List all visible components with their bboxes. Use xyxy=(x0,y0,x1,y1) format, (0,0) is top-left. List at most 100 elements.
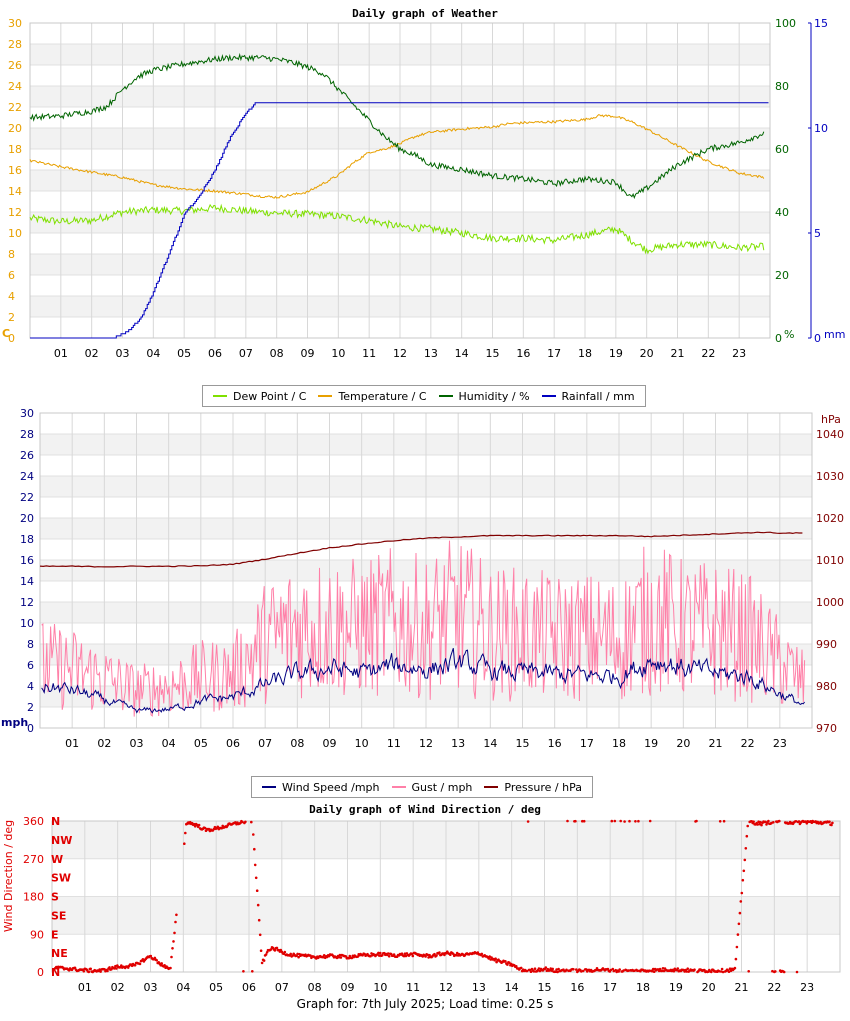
wind-direction-point xyxy=(141,958,145,961)
wind-dir-x-tick-label: 07 xyxy=(275,981,289,994)
compass-label: N xyxy=(51,815,60,828)
wind-direction-point xyxy=(738,911,742,915)
wind-direction-chart-title: Daily graph of Wind Direction / deg xyxy=(309,803,541,816)
wind-x-tick-label: 05 xyxy=(194,737,208,750)
wind-speed-tick-label: 8 xyxy=(27,638,34,651)
wind-direction-point xyxy=(581,819,584,823)
rainfall-tick-label: 15 xyxy=(814,17,828,30)
weather-x-tick-label: 14 xyxy=(455,347,469,360)
wind-direction-point xyxy=(538,969,542,973)
wind-direction-point xyxy=(606,967,610,971)
wind-speed-tick-label: 28 xyxy=(20,428,34,441)
weather-x-tick-label: 08 xyxy=(270,347,284,360)
series-rainfall xyxy=(30,102,769,339)
weather-x-tick-label: 17 xyxy=(547,347,561,360)
wind-direction-point xyxy=(435,954,438,957)
wind-speed-tick-label: 2 xyxy=(27,701,34,714)
wind-direction-point xyxy=(718,820,722,823)
wind-speed-tick-label: 14 xyxy=(20,575,34,588)
wind-x-tick-label: 23 xyxy=(773,737,787,750)
weather-x-tick-label: 23 xyxy=(732,347,746,360)
wind-direction-point xyxy=(402,954,406,958)
rainfall-tick-label: 5 xyxy=(814,227,821,240)
pressure-tick-label: 1040 xyxy=(816,428,844,441)
weather-x-tick-label: 02 xyxy=(85,347,99,360)
wind-direction-point xyxy=(262,959,266,962)
wind-direction-y-ticks: 0 90 180 270 360 xyxy=(23,815,44,979)
wind-direction-point xyxy=(411,954,415,958)
wind-direction-point xyxy=(98,968,101,971)
wind-direction-point xyxy=(309,954,312,957)
weather-x-tick-label: 01 xyxy=(54,347,68,360)
wind-dir-x-tick-label: 16 xyxy=(570,981,584,994)
wind-x-tick-label: 12 xyxy=(419,737,433,750)
weather-chart-x-ticks: 01 02 03 04 05 06 07 08 09 10 11 12 13 14 15 16 17 18 19 20… xyxy=(54,347,746,360)
wind-direction-point xyxy=(174,920,177,924)
pressure-tick-label: 1010 xyxy=(816,554,844,567)
legend-wind-speed: Wind Speed /mph xyxy=(262,781,380,794)
wind-x-tick-label: 08 xyxy=(290,737,304,750)
temperature-tick-label: 24 xyxy=(8,80,22,93)
wind-x-tick-label: 11 xyxy=(387,737,401,750)
wind-chart-x-ticks: 01 02 03 04 05 06 07 08 09 10 11 12 13 14 15 16 17 18 19 20… xyxy=(65,737,787,750)
wind-direction-point xyxy=(275,946,279,950)
weather-x-tick-label: 05 xyxy=(177,347,191,360)
compass-label: E xyxy=(51,928,59,941)
temperature-unit: C xyxy=(2,327,10,340)
wind-direction-point xyxy=(387,955,391,958)
wind-direction-point xyxy=(648,819,652,823)
temperature-tick-label: 16 xyxy=(8,164,22,177)
wind-direction-point xyxy=(720,967,724,971)
wind-direction-point xyxy=(515,965,518,968)
wind-direction-point xyxy=(772,821,775,824)
wind-direction-point xyxy=(805,822,809,825)
wind-direction-point xyxy=(175,913,178,917)
wind-direction-point xyxy=(650,969,654,973)
wind-direction-point xyxy=(404,954,408,958)
wind-x-tick-label: 22 xyxy=(741,737,755,750)
wind-direction-point xyxy=(794,820,798,823)
wind-speed-unit: mph xyxy=(1,716,28,729)
wind-x-tick-label: 21 xyxy=(709,737,723,750)
temperature-tick-label: 4 xyxy=(8,290,15,303)
wind-direction-point xyxy=(379,951,382,955)
series-gust xyxy=(41,540,806,717)
wind-dir-tick-label: 270 xyxy=(23,853,44,866)
wind-direction-point xyxy=(735,945,739,949)
compass-label: S xyxy=(51,891,59,904)
legend-dew-point: Dew Point / C xyxy=(213,390,306,403)
wind-direction-point xyxy=(572,968,575,971)
wind-direction-point xyxy=(549,967,552,970)
wind-x-tick-label: 07 xyxy=(258,737,272,750)
wind-direction-point xyxy=(108,966,111,969)
humidity-tick-label: 100 xyxy=(775,17,796,30)
wind-direction-point xyxy=(574,819,577,823)
wind-direction-point xyxy=(619,819,622,823)
pressure-tick-label: 1000 xyxy=(816,596,844,609)
wind-direction-point xyxy=(795,970,799,974)
weather-chart: Daily graph of Weather 01 02 03 04 05 06 07 08 0… xyxy=(2,7,845,360)
wind-direction-point xyxy=(183,842,186,845)
wind-direction-point xyxy=(557,967,560,971)
wind-dir-x-tick-label: 20 xyxy=(702,981,716,994)
weather-x-tick-label: 20 xyxy=(640,347,654,360)
pressure-tick-label: 970 xyxy=(816,722,837,735)
wind-speed-tick-label: 24 xyxy=(20,470,34,483)
wind-direction-x-ticks: 01 02 03 04 05 06 07 08 09 10 11 12 13 14 15 16 17 18 19 20… xyxy=(78,981,814,994)
wind-direction-point xyxy=(133,963,137,967)
rainfall-tick-label: 0 xyxy=(814,332,821,345)
wind-direction-point xyxy=(386,952,390,955)
wind-direction-point xyxy=(172,940,175,943)
wind-direction-point xyxy=(426,953,429,957)
wind-direction-point xyxy=(525,969,529,973)
wind-direction-point xyxy=(729,969,733,973)
wind-direction-y-label: Wind Direction / deg xyxy=(2,820,15,932)
wind-direction-point xyxy=(149,954,153,958)
wind-direction-point xyxy=(170,955,173,959)
wind-direction-point xyxy=(254,876,258,880)
wind-direction-grid xyxy=(51,820,841,973)
weather-x-tick-label: 06 xyxy=(208,347,222,360)
